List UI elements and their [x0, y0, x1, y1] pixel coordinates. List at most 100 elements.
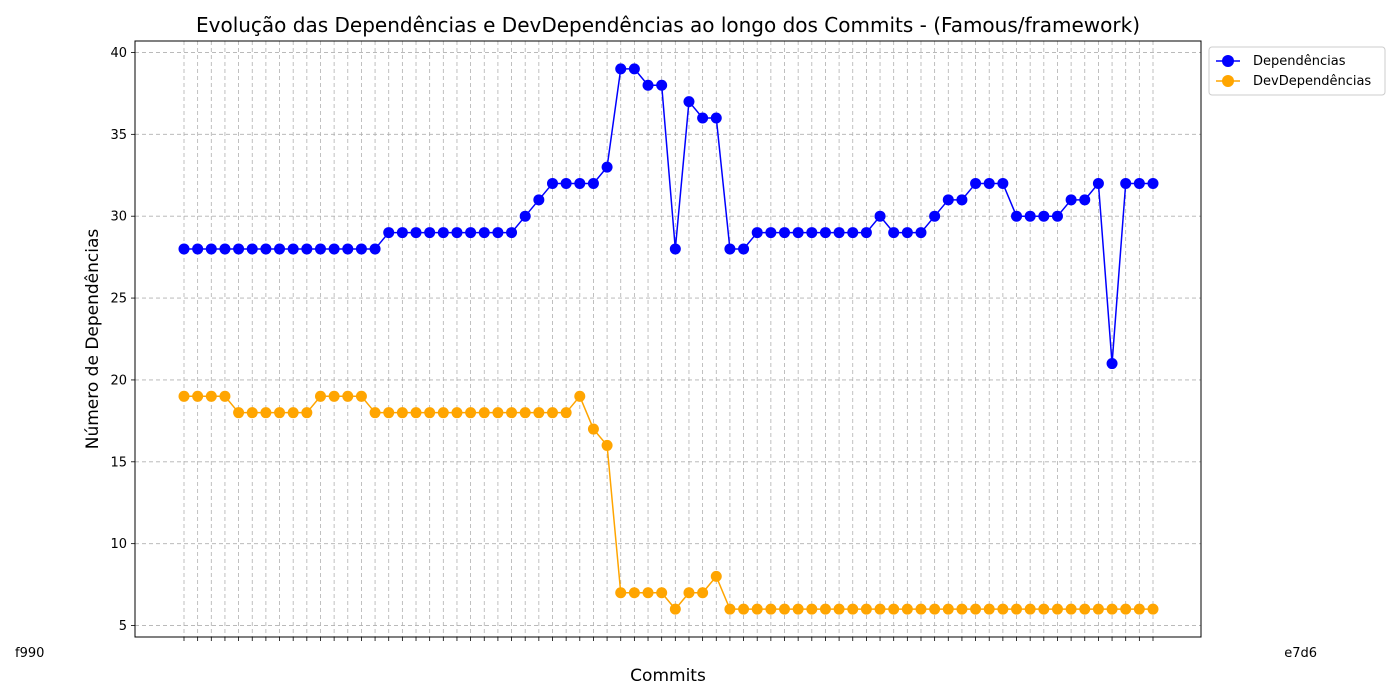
data-point [860, 603, 872, 615]
data-point [833, 603, 845, 615]
data-point [888, 227, 900, 239]
data-point [205, 243, 217, 255]
data-point [601, 161, 613, 173]
data-point [314, 390, 326, 402]
data-point [915, 227, 927, 239]
data-point [1120, 603, 1132, 615]
y-tick-label: 35 [110, 128, 127, 143]
data-point [710, 570, 722, 582]
data-point [615, 63, 627, 75]
data-point [369, 407, 381, 419]
y-tick-label: 30 [110, 210, 127, 225]
series-line [184, 394, 1153, 611]
data-point [478, 407, 490, 419]
data-point [847, 603, 859, 615]
data-point [383, 227, 395, 239]
x-tick-label-first: f990 [15, 646, 44, 661]
data-point [642, 587, 654, 599]
y-tick-label: 5 [119, 619, 127, 634]
data-point [901, 227, 913, 239]
data-point [287, 243, 299, 255]
data-point [301, 407, 313, 419]
data-point [1120, 177, 1132, 189]
data-point [1051, 603, 1063, 615]
data-point [219, 243, 231, 255]
data-point [424, 407, 436, 419]
data-point [915, 603, 927, 615]
data-point [806, 227, 818, 239]
data-point [328, 390, 340, 402]
data-point [683, 96, 695, 108]
data-point [1024, 603, 1036, 615]
legend-box [1208, 46, 1386, 96]
legend-marker-devdependencias [1222, 75, 1234, 87]
data-point [465, 227, 477, 239]
series-dependencias [178, 63, 1159, 370]
data-point [779, 227, 791, 239]
data-point [506, 407, 518, 419]
data-point [724, 603, 736, 615]
data-point [437, 227, 449, 239]
data-point [956, 603, 968, 615]
data-point [628, 63, 640, 75]
x-axis-label: Commits [630, 666, 706, 686]
data-point [765, 227, 777, 239]
data-point [997, 177, 1009, 189]
data-point [410, 227, 422, 239]
data-point [396, 227, 408, 239]
data-point [601, 439, 613, 451]
data-point [1038, 210, 1050, 222]
data-point [942, 194, 954, 206]
data-point [1092, 603, 1104, 615]
data-point [560, 177, 572, 189]
data-point [751, 603, 763, 615]
data-point [233, 407, 245, 419]
data-point [451, 227, 463, 239]
legend-label-dependencias: Dependências [1253, 54, 1346, 69]
data-point [656, 79, 668, 91]
chart-title: Evolução das Dependências e DevDependênc… [196, 13, 1140, 37]
data-point [219, 390, 231, 402]
data-point [697, 112, 709, 124]
data-point [574, 390, 586, 402]
y-tick-label: 40 [110, 46, 127, 61]
data-point [983, 177, 995, 189]
y-tick-label: 25 [110, 292, 127, 307]
data-point [314, 243, 326, 255]
data-point [983, 603, 995, 615]
data-point [519, 210, 531, 222]
data-point [437, 407, 449, 419]
data-point [1079, 603, 1091, 615]
y-tick-label: 10 [110, 537, 127, 552]
data-point [929, 603, 941, 615]
data-point [274, 407, 286, 419]
data-point [669, 243, 681, 255]
data-point [192, 390, 204, 402]
data-point [1133, 177, 1145, 189]
data-point [246, 407, 258, 419]
data-point [533, 407, 545, 419]
data-point [997, 603, 1009, 615]
data-point [738, 243, 750, 255]
data-point [260, 243, 272, 255]
data-point [628, 587, 640, 599]
data-point [451, 407, 463, 419]
data-point [1065, 603, 1077, 615]
data-point [587, 177, 599, 189]
data-point [901, 603, 913, 615]
data-point [533, 194, 545, 206]
data-point [342, 390, 354, 402]
data-point [697, 587, 709, 599]
data-point [970, 603, 982, 615]
data-point [178, 243, 190, 255]
data-point [970, 177, 982, 189]
data-point [819, 227, 831, 239]
data-point [1011, 210, 1023, 222]
data-point [929, 210, 941, 222]
data-point [656, 587, 668, 599]
data-point [1133, 603, 1145, 615]
data-point [669, 603, 681, 615]
series-devdependencias [178, 390, 1159, 615]
data-point [192, 243, 204, 255]
data-point [956, 194, 968, 206]
